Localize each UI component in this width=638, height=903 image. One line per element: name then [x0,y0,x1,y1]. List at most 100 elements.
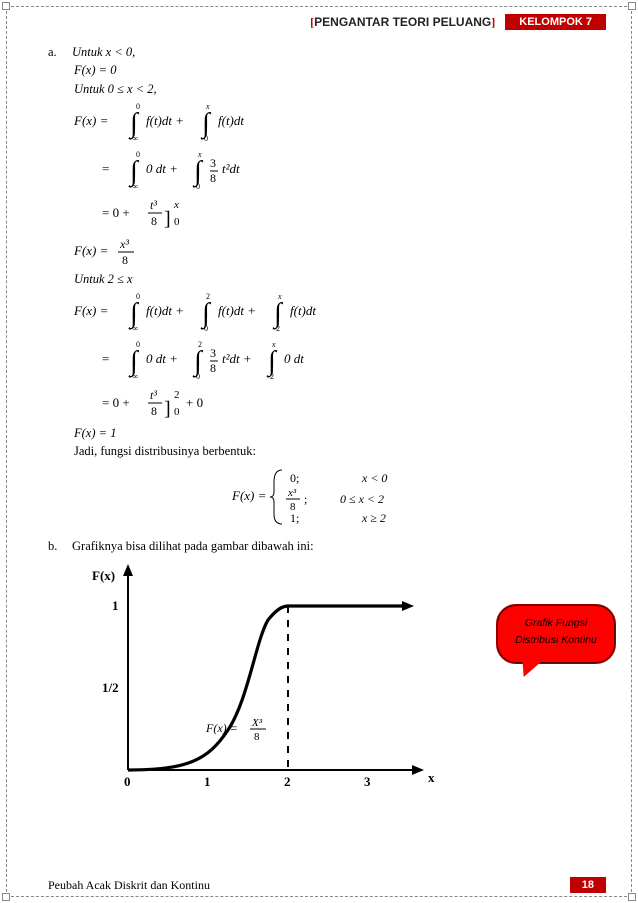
svg-text:2: 2 [276,324,280,333]
svg-text:f(t)dt: f(t)dt [218,113,244,128]
svg-text:x: x [173,199,179,211]
svg-text:= 0 +: = 0 + [102,395,130,410]
equation-svg-2: = ∫−∞0 0 dt + ∫0x 38 t²dt [74,147,294,191]
svg-text:0;: 0; [290,471,299,485]
svg-text:8: 8 [151,404,157,418]
svg-text:f(t)dt +: f(t)dt + [146,113,184,128]
eq-row-5: = ∫−∞0 0 dt + ∫02 38 t²dt + ∫2x 0 dt [74,337,606,381]
svg-text:1: 1 [204,774,211,789]
page-content: [PENGANTAR TEORI PELUANG] KELOMPOK 7 a. … [48,14,606,889]
equation-svg-5: = ∫−∞0 0 dt + ∫02 38 t²dt + ∫2x 0 dt [74,337,374,381]
svg-text:F(x) =: F(x) = [74,243,108,258]
equation-svg-r1: F(x) = x³ 8 [74,235,174,267]
svg-text:]: ] [164,398,171,420]
svg-text:0 dt +: 0 dt + [146,351,178,366]
corner-br [628,893,636,901]
eq-row-1: F(x) = ∫−∞0 f(t)dt + ∫0x f(t)dt [74,99,606,143]
svg-text:x: x [428,770,435,785]
svg-text:0: 0 [204,134,208,143]
page-header: [PENGANTAR TEORI PELUANG] KELOMPOK 7 [48,14,606,30]
svg-text:0 dt: 0 dt [284,351,304,366]
eq-row-6: = 0 + t³8 ] 20 + 0 [74,385,606,421]
svg-text:8: 8 [254,731,260,743]
svg-text:0: 0 [174,216,180,228]
item-a-line4: Untuk 2 ≤ x [74,271,606,287]
equation-svg-6: = 0 + t³8 ] 20 + 0 [74,385,254,421]
svg-text:x: x [197,150,202,159]
svg-text:0: 0 [204,324,208,333]
svg-text:8: 8 [122,253,128,267]
header-group-box: KELOMPOK 7 [505,14,606,30]
svg-text:0: 0 [174,406,180,418]
item-b-label: b. [48,538,72,554]
callout-line1: Grafik Fungsi [525,617,587,629]
svg-text:x: x [271,340,276,349]
item-b-text: Grafiknya bisa dilihat pada gambar dibaw… [72,538,314,554]
svg-text:f(t)dt +: f(t)dt + [146,303,184,318]
svg-text:0 ≤ x < 2: 0 ≤ x < 2 [340,492,384,506]
svg-text:2: 2 [206,292,210,301]
svg-text:1/2: 1/2 [102,680,119,695]
svg-text:2: 2 [284,774,291,789]
svg-text:3: 3 [210,156,216,170]
item-a-conclusion: Jadi, fungsi distribusinya berbentuk: [74,443,606,459]
callout-line2: Distribusi Kontinu [515,634,597,646]
svg-text:t³: t³ [150,388,157,402]
eq-result-2: F(x) = 1 [74,425,606,441]
item-a-label: a. [48,44,72,60]
svg-text:1;: 1; [290,511,299,525]
chart-callout: Grafik Fungsi Distribusi Kontinu [496,604,616,664]
svg-text:0: 0 [196,372,200,381]
corner-tr [628,2,636,10]
svg-text:f(t)dt: f(t)dt [290,303,316,318]
equation-svg-1: F(x) = ∫−∞0 f(t)dt + ∫0x f(t)dt [74,99,294,143]
eq-row-4: F(x) = ∫−∞0 f(t)dt + ∫02 f(t)dt + ∫2x f(… [74,289,606,333]
corner-bl [2,893,10,901]
svg-text:F(x) =: F(x) = [74,113,108,128]
eq-row-2: = ∫−∞0 0 dt + ∫0x 38 t²dt [74,147,606,191]
item-a-line1: Untuk x < 0, [72,44,135,60]
svg-text:x: x [205,102,210,111]
svg-text:]: ] [164,208,171,230]
svg-text:x ≥ 2: x ≥ 2 [361,511,386,525]
piecewise-svg: F(x) = 0;x < 0 x³8 ;0 ≤ x < 2 1;x ≥ 2 [212,466,442,528]
svg-text:0 dt +: 0 dt + [146,161,178,176]
svg-text:8: 8 [151,214,157,228]
svg-text:+ 0: + 0 [186,395,203,410]
svg-text:f(t)dt +: f(t)dt + [218,303,256,318]
svg-text:X³: X³ [251,717,263,729]
svg-text:0: 0 [136,340,140,349]
eq-result-1: F(x) = x³ 8 [74,235,606,267]
svg-text:t³: t³ [150,198,157,212]
svg-text:0: 0 [136,292,140,301]
footer-page-number: 18 [570,877,606,893]
svg-text:t²dt: t²dt [222,161,240,176]
svg-text:F(x) =: F(x) = [74,303,108,318]
svg-text:0: 0 [136,150,140,159]
piecewise-def: F(x) = 0;x < 0 x³8 ;0 ≤ x < 2 1;x ≥ 2 [48,466,606,532]
svg-text:F(x) =: F(x) = [205,721,238,735]
svg-text:0: 0 [196,182,200,191]
svg-text:3: 3 [210,346,216,360]
header-title: [PENGANTAR TEORI PELUANG] [310,15,495,30]
svg-text:3: 3 [364,774,371,789]
svg-text:−∞: −∞ [128,324,139,333]
svg-text:−∞: −∞ [128,372,139,381]
content-body: a. Untuk x < 0, F(x) = 0 Untuk 0 ≤ x < 2… [48,44,606,810]
svg-text:F(x) =: F(x) = [231,488,266,503]
svg-text:x: x [277,292,282,301]
svg-text:−∞: −∞ [128,134,139,143]
svg-text:F(x): F(x) [92,568,115,583]
header-title-text: PENGANTAR TEORI PELUANG [314,15,491,29]
svg-text:t²dt +: t²dt + [222,351,252,366]
bracket-close: ] [491,15,495,29]
svg-text:0: 0 [136,102,140,111]
svg-text:x < 0: x < 0 [361,471,387,485]
svg-text:x³: x³ [119,237,129,251]
svg-text:x³: x³ [287,487,297,499]
svg-text:2: 2 [198,340,202,349]
footer-title: Peubah Acak Diskrit dan Kontinu [48,878,210,893]
cdf-chart-svg: F(x) 1 1/2 0 1 2 3 x F(x) = X³ 8 [88,560,448,800]
corner-tl [2,2,10,10]
equation-svg-3: = 0 + t³8 ] x0 [74,195,234,231]
